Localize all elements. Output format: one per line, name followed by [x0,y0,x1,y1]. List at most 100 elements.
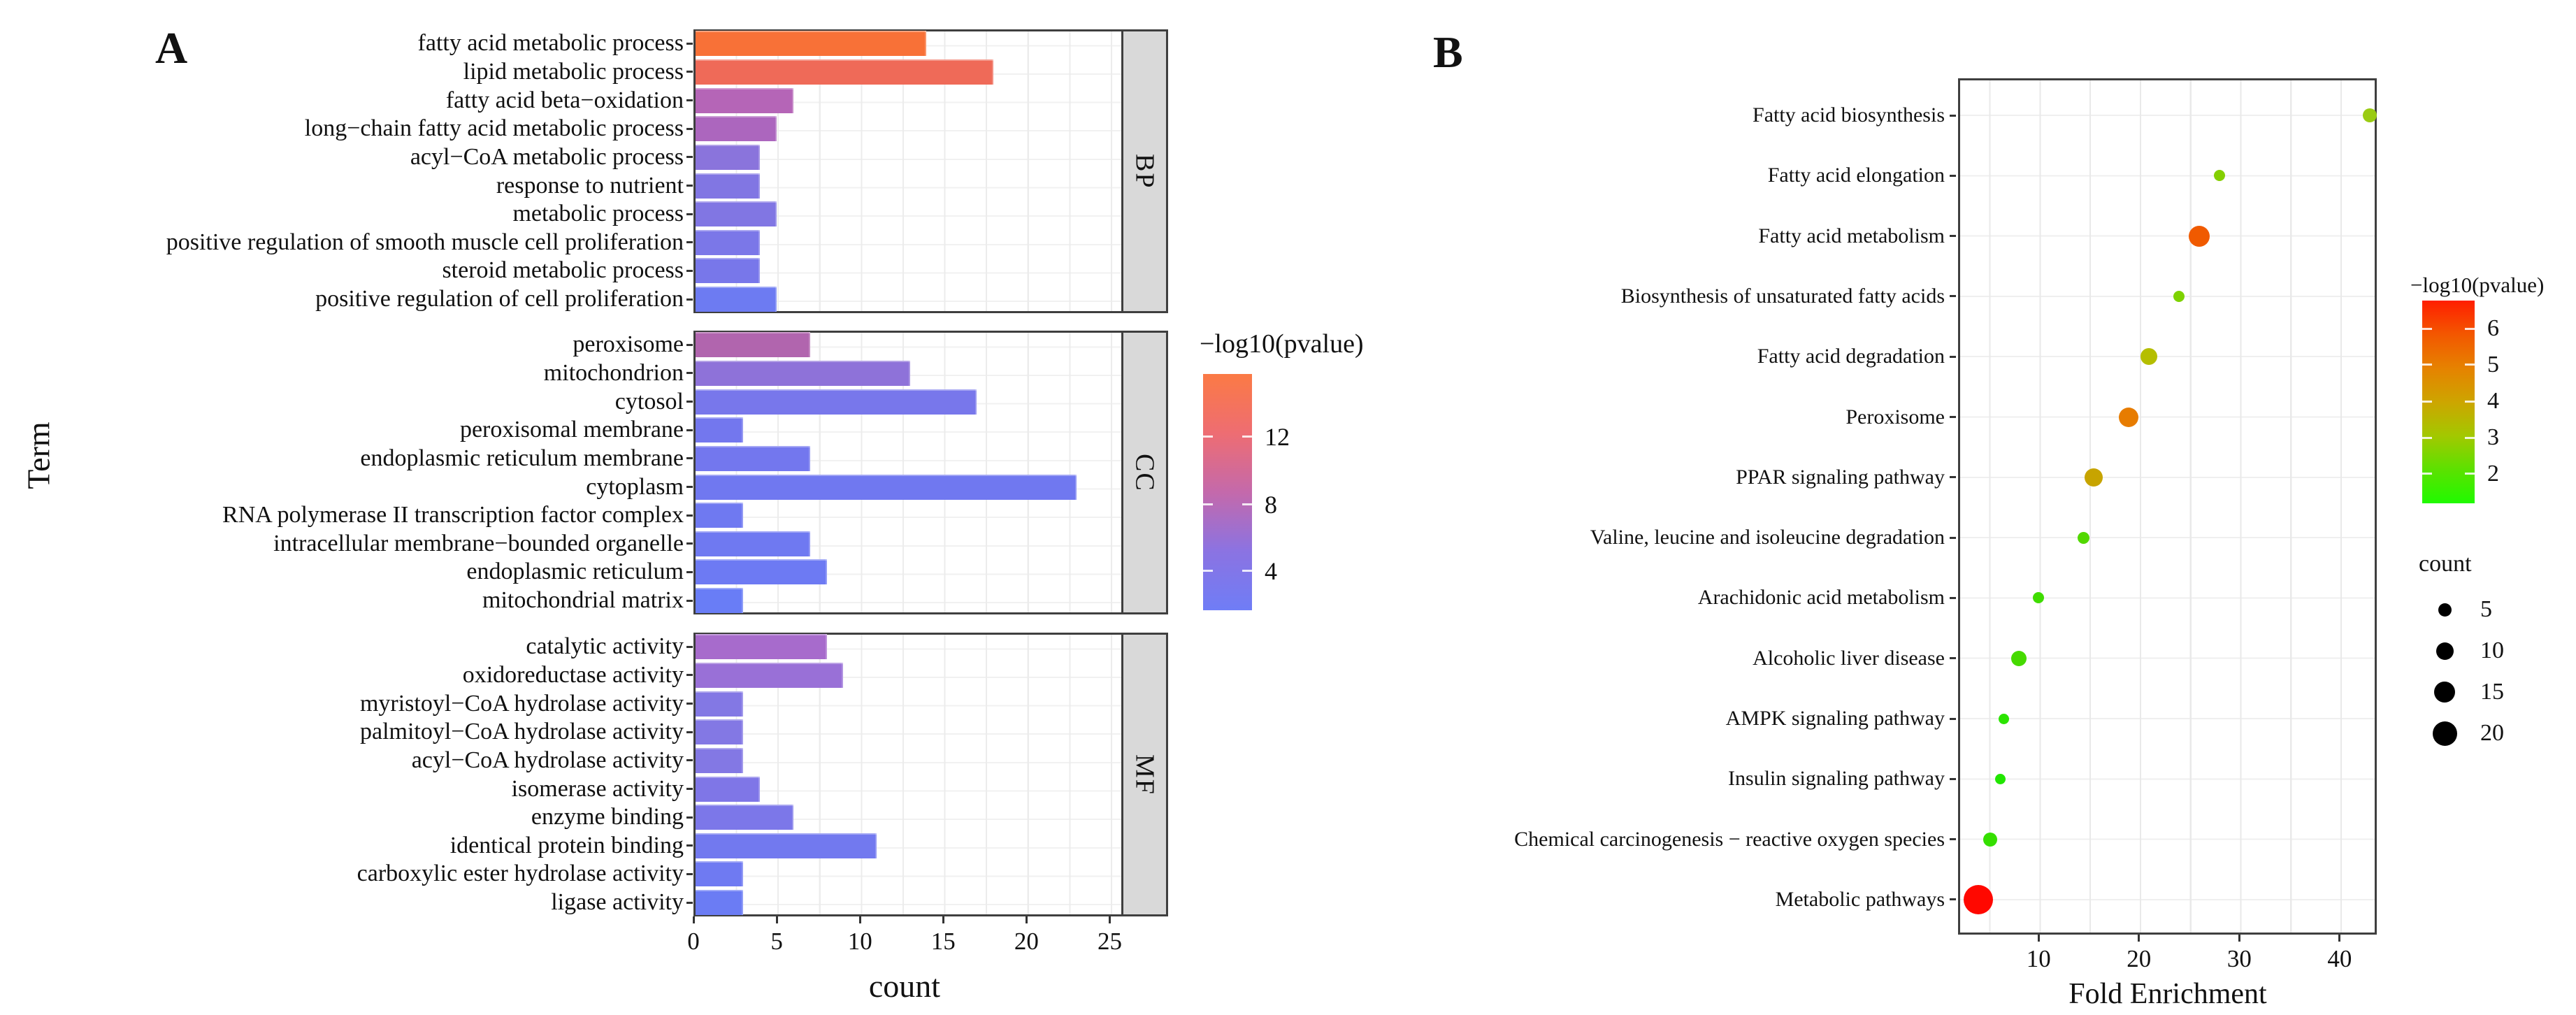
gradient-tick-label: 2 [2487,460,2499,487]
bar [696,229,761,255]
gradient-tick-mark [2422,473,2432,475]
x-axis-tick-label: 10 [2026,945,2051,972]
bar [696,503,744,528]
panel-b-letter: B [1433,27,1463,77]
y-axis-tick [1950,596,1956,599]
pathway-label: Insulin signaling pathway [1728,767,1945,791]
bar [696,531,810,556]
bar [696,445,810,471]
pathway-label: Fatty acid elongation [1767,164,1945,187]
bar-row-label: ligase activity [551,889,684,916]
y-axis-tick [686,730,693,733]
bar-row-label: positive regulation of cell proliferatio… [315,286,684,312]
y-axis-tick [1950,114,1956,117]
count-legend-dot [2438,603,2452,617]
y-axis-tick [686,401,693,403]
pathway-dot [2362,108,2377,122]
panel-b-size-legend-title: count [2419,551,2472,577]
pathway-dot [1995,773,2006,784]
panel-a-x-axis-title: count [868,968,941,1004]
bar-row-label: steroid metabolic process [442,257,684,284]
bar [696,287,777,312]
y-axis-tick [1950,777,1956,780]
bar [696,662,844,688]
bar-row-label: identical protein binding [449,832,684,858]
pathway-dot [2085,468,2103,487]
y-axis-tick [1950,235,1956,238]
pathway-label: Fatty acid metabolism [1758,224,1945,247]
bar [696,31,927,57]
count-legend-label: 5 [2480,596,2492,622]
pathway-label: Fatty acid biosynthesis [1753,103,1945,127]
facet-strip-label: MF [1130,754,1160,796]
x-axis-tick [1025,916,1028,924]
bar-row-label: response to nutrient [496,172,684,199]
bar [696,833,877,858]
bar [696,634,827,660]
x-axis-tick [692,916,695,924]
x-axis-tick-label: 20 [2127,945,2152,972]
y-axis-tick [686,269,693,272]
pathway-label: Metabolic pathways [1775,887,1945,911]
bar-row-label: acyl−CoA hydrolase activity [411,747,684,773]
bar-row-label: carboxylic ester hydrolase activity [357,861,684,887]
bar-row-label: cytosol [614,388,684,415]
y-axis-tick [686,514,693,517]
gradient-tick-label: 6 [2487,315,2499,342]
bar-row-label: intracellular membrane−bounded organelle [273,530,684,556]
x-axis-tick-label: 20 [1014,928,1039,956]
y-axis-tick [686,156,693,159]
x-axis-tick [942,916,944,924]
bar [696,332,810,358]
pathway-label: Chemical carcinogenesis − reactive oxyge… [1514,827,1945,851]
bar-row-label: myristoyl−CoA hydrolase activity [359,690,684,717]
y-axis-tick [1950,476,1956,479]
gradient-tick-label: 3 [2487,424,2499,451]
bar [696,59,993,85]
y-axis-tick [686,872,693,875]
gradient-tick-mark [2422,400,2432,403]
y-axis-tick [686,343,693,346]
gradient-tick-mark [1203,435,1213,438]
y-axis-tick [686,599,693,602]
y-axis-tick [686,542,693,545]
bar [696,861,744,887]
pathway-dot [2078,531,2090,544]
bar-row-label: enzyme binding [531,804,684,830]
count-legend-dot [2432,721,2457,746]
pathway-dot [1964,884,1994,914]
count-legend-label: 20 [2480,720,2504,746]
x-axis-tick-label: 40 [2327,945,2352,972]
y-axis-tick [1950,838,1956,841]
gradient-tick-mark [2465,327,2475,330]
pathway-dot [2033,592,2045,604]
y-axis-tick [1950,657,1956,660]
x-axis-tick-label: 30 [2226,945,2252,972]
pathway-label: Alcoholic liver disease [1753,646,1945,670]
pathway-dot [2213,170,2225,182]
bar [696,417,744,443]
panel-b-plot [1958,78,2377,935]
bar-row-label: fatty acid metabolic process [417,30,684,57]
y-axis-tick [686,703,693,705]
facet-strip-cc: CC [1121,331,1168,615]
y-axis-tick [686,42,693,45]
y-axis-tick [686,816,693,819]
y-axis-tick [686,759,693,762]
bar [696,360,910,386]
facet-strip-bp: BP [1121,29,1168,314]
pathway-label: Biosynthesis of unsaturated fatty acids [1620,284,1945,308]
panel-b-color-legend-title: −log10(pvalue) [2410,273,2545,297]
x-axis-tick-label: 10 [847,928,872,956]
gradient-tick-mark [2422,363,2432,366]
gradient-tick-mark [1203,570,1213,573]
gradient-tick-label: 4 [1265,556,1277,585]
bar [696,474,1077,500]
gradient-tick-mark [1242,570,1252,573]
gradient-tick-mark [1242,435,1252,438]
bar [696,805,793,830]
pathway-dot [1983,832,1998,847]
y-axis-tick [1950,536,1956,539]
y-axis-tick [686,241,693,244]
